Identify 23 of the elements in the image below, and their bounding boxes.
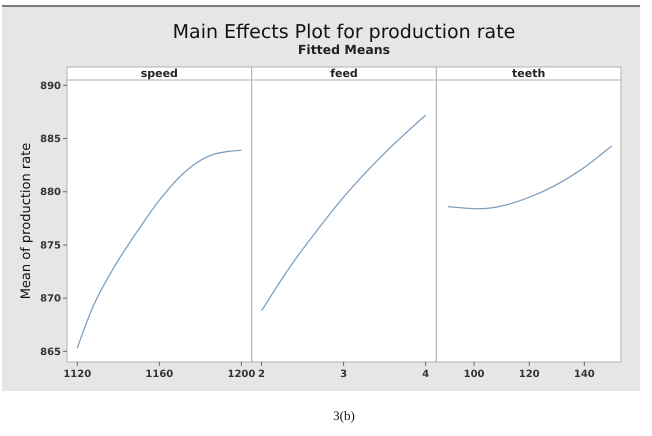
x-tick-label: 1200 bbox=[227, 369, 256, 380]
text: 3(b) bbox=[333, 408, 355, 423]
y-tick-label: 885 bbox=[40, 134, 62, 146]
x-tick-label: 3 bbox=[340, 369, 348, 380]
x-axis-title: feed bbox=[330, 67, 358, 80]
chart-subtitle: Fitted Means bbox=[298, 42, 390, 57]
y-tick-label: 890 bbox=[40, 80, 62, 92]
y-axis-title: Mean of production rate bbox=[19, 142, 34, 300]
y-tick-label: 870 bbox=[40, 294, 62, 305]
x-tick-label: 1160 bbox=[145, 369, 174, 380]
line-series bbox=[76, 150, 242, 349]
x-tick-label: 2 bbox=[258, 369, 266, 380]
x-tick-label: 140 bbox=[574, 369, 595, 380]
y-tick-label: 865 bbox=[40, 346, 62, 358]
y-tick-label: 875 bbox=[40, 240, 62, 252]
x-axis-title: teeth bbox=[512, 67, 546, 80]
chart-title: Main Effects Plot for production rate bbox=[172, 21, 516, 43]
x-tick-label: 120 bbox=[518, 369, 540, 380]
x-tick-label: 100 bbox=[464, 369, 485, 380]
x-axis-title: speed bbox=[140, 67, 178, 80]
y-tick-label: 880 bbox=[40, 187, 62, 198]
x-tick-label: 4 bbox=[422, 369, 430, 380]
x-tick-label: 1120 bbox=[63, 369, 92, 380]
